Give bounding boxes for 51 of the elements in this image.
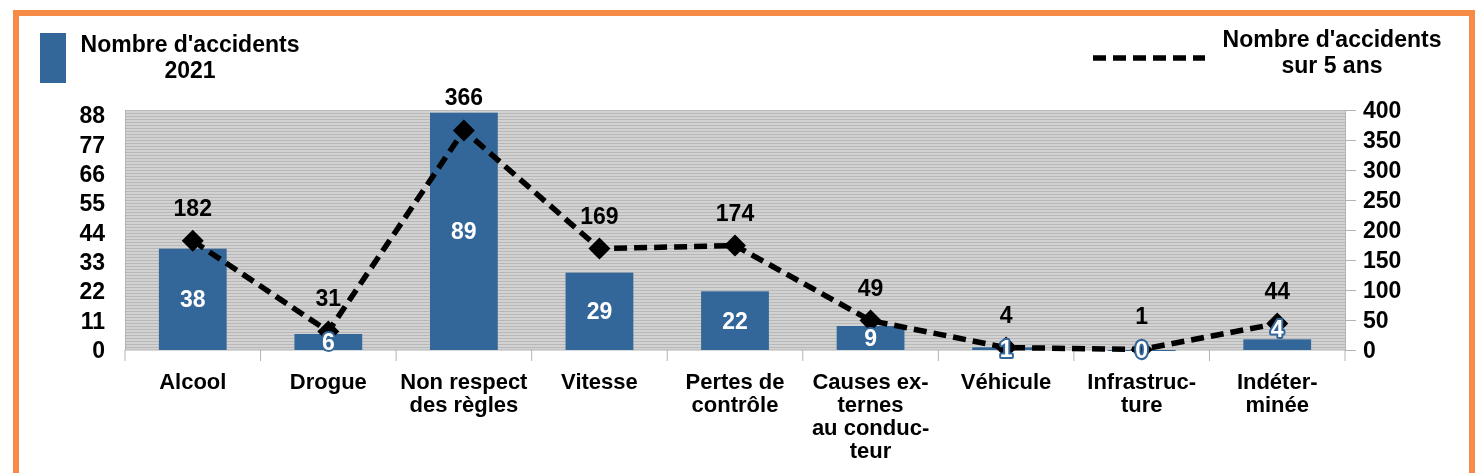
x-tick-label: Non respect des règles (400, 369, 529, 417)
data-label: 366 (444, 84, 484, 111)
y2-tick-label: 150 (1363, 246, 1402, 273)
data-label: 9 (864, 325, 877, 351)
data-label: 4 (999, 301, 1013, 328)
x-tick-label: Vitesse (561, 369, 638, 394)
data-label: 182 (173, 194, 212, 221)
y2-tick-label: 0 (1363, 336, 1376, 363)
point (724, 234, 746, 257)
y-tick-label: 88 (79, 102, 106, 129)
point (181, 229, 204, 252)
bar (430, 112, 498, 350)
data-label: 22 (722, 307, 748, 334)
y-tick-label: 55 (79, 190, 106, 217)
y2-tick-label: 100 (1363, 276, 1402, 303)
data-label: 169 (580, 202, 619, 229)
y2-tick-label: 200 (1363, 216, 1402, 243)
legend-label: Nombre d'accidents 2021 (80, 31, 300, 83)
y-tick-label: 77 (79, 131, 105, 158)
legend-label: Nombre d'accidents sur 5 ans (1222, 26, 1442, 78)
data-label: 89 (451, 218, 477, 245)
y-tick-label: 44 (79, 219, 106, 246)
point (452, 119, 475, 142)
bar (158, 248, 227, 350)
x-tick-label: Drogue (289, 369, 367, 394)
bar (1243, 339, 1312, 350)
data-label: 38 (179, 286, 206, 313)
data-label: 29 (586, 298, 613, 325)
data-label: 31 (315, 285, 342, 312)
y-tick-label: 33 (79, 248, 105, 275)
y-tick-label: 0 (92, 336, 105, 363)
data-label: 1 (1135, 303, 1149, 330)
x-tick-label: Pertes de contrôle (685, 369, 785, 417)
y2-tick-label: 350 (1363, 126, 1402, 153)
x-tick-label: Indéter- minée (1236, 369, 1318, 417)
y-tick-label: 11 (80, 307, 106, 334)
y2-tick-label: 300 (1363, 156, 1402, 183)
data-label: 174 (715, 199, 755, 226)
x-tick-label: Infrastruc- ture (1087, 369, 1197, 417)
y2-tick-label: 250 (1363, 186, 1402, 213)
y-tick-label: 22 (79, 278, 105, 305)
y-tick-label: 66 (79, 160, 105, 187)
data-label: 44 (1264, 277, 1291, 304)
y2-tick-label: 50 (1363, 306, 1389, 333)
y2-tick-label: 400 (1363, 96, 1402, 123)
point (588, 237, 611, 260)
data-label: 49 (857, 274, 884, 301)
x-tick-label: Véhicule (960, 369, 1052, 394)
x-tick-label: Causes ex- ternes au conduc- teur (811, 369, 930, 463)
x-tick-label: Alcool (159, 369, 227, 394)
data-label: 0 (1135, 337, 1149, 363)
